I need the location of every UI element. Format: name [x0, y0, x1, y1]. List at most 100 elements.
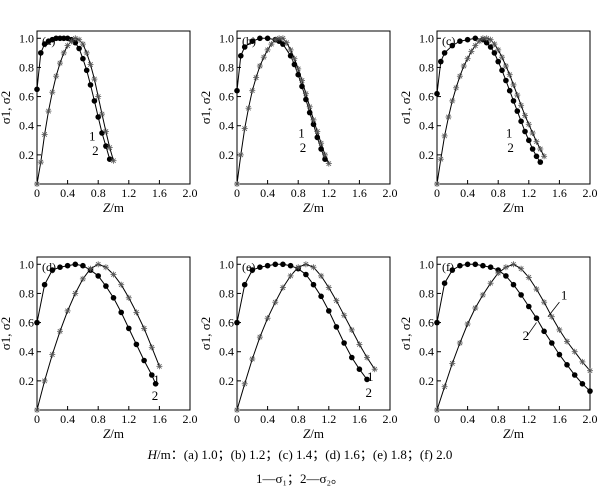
series-2-point: [541, 299, 548, 306]
series-1-point: [133, 341, 140, 348]
series-1-point: [529, 146, 536, 152]
series-1-point: [318, 293, 324, 300]
series-1-point: [34, 319, 40, 326]
series-2-point: [364, 354, 370, 361]
y-tick-label: 0.4: [219, 345, 234, 359]
y-tick-label: 0.8: [219, 60, 234, 74]
series-1-point: [64, 262, 71, 269]
series-2-point: [449, 97, 456, 104]
curve-label-1: 1: [367, 369, 374, 384]
series-1-point: [110, 295, 117, 301]
series-1-point: [249, 267, 256, 273]
x-tick-label: 1.6: [552, 412, 567, 426]
series-2-point: [556, 326, 563, 333]
series-2-point: [283, 39, 290, 46]
x-tick-label: 0.4: [260, 186, 275, 200]
y-tick-label: 0.6: [419, 316, 434, 330]
series-2-point: [356, 341, 363, 348]
series-1-point: [103, 283, 109, 289]
series-1-point: [91, 98, 98, 104]
y-tick-label: 0.4: [19, 119, 34, 133]
series-1-point: [564, 362, 570, 368]
x-tick-label: 0.8: [91, 412, 106, 426]
x-tick-label: 1.6: [152, 412, 167, 426]
x-tick-label: 1.2: [521, 412, 536, 426]
series-2-point: [518, 102, 525, 109]
series-2-point: [348, 326, 355, 333]
series-2-point: [495, 46, 502, 53]
series-2-point: [325, 160, 332, 167]
series-1-point: [287, 262, 294, 269]
x-axis-title: Z/m: [103, 200, 124, 215]
series-2-point: [472, 42, 479, 49]
caption-h-symbol: H: [147, 447, 158, 462]
series-1-point: [95, 273, 101, 279]
series-2-point: [264, 315, 271, 322]
series-1-point: [241, 281, 248, 288]
series-1-point: [326, 308, 332, 314]
series-2-point: [302, 261, 309, 268]
series-1-point: [80, 55, 86, 62]
series-1-point: [249, 38, 256, 44]
series-2-point: [291, 55, 298, 62]
series-2-point: [299, 77, 305, 84]
y-tick-label: 1.0: [219, 31, 234, 45]
series-2-point: [37, 159, 44, 166]
series-2-point: [571, 348, 578, 355]
x-axis-title: Z/m: [303, 200, 324, 215]
x-tick-label: 2.0: [383, 412, 398, 426]
leader-line: [526, 322, 537, 336]
series-2-point: [464, 321, 471, 327]
y-axis-title: σ1, σ2: [198, 91, 213, 125]
series-2-point: [522, 112, 528, 119]
series-2-point: [60, 49, 67, 56]
x-tick-label: 0: [234, 186, 240, 200]
series-2-point: [587, 367, 593, 374]
series-2-point: [53, 73, 60, 80]
series-2-point: [241, 380, 248, 387]
series-1-point: [487, 44, 494, 50]
series-2-point: [341, 312, 348, 319]
series-2-line: [236, 37, 330, 185]
series-2-point: [322, 151, 328, 158]
x-tick-label: 0.4: [460, 186, 475, 200]
y-tick-label: 0.2: [419, 148, 434, 162]
series-2-point: [91, 76, 98, 83]
x-tick-label: 1.6: [152, 186, 167, 200]
series-2-point: [256, 334, 263, 341]
series-2-point: [118, 281, 125, 288]
series-1-point: [518, 118, 524, 125]
series-2-point: [249, 356, 256, 362]
series-1-point: [234, 87, 240, 94]
series-2-point: [95, 93, 102, 100]
x-tick-label: 1.2: [121, 186, 136, 200]
series-1-point: [514, 108, 521, 114]
series-1-point: [434, 90, 440, 97]
series-2-point: [506, 71, 513, 78]
series-2-point: [249, 87, 256, 94]
series-1-point: [83, 67, 90, 74]
x-tick-label: 0: [434, 412, 440, 426]
y-tick-label: 1.0: [219, 257, 234, 271]
curve-label-2: 2: [300, 140, 307, 155]
series-2-point: [64, 42, 71, 49]
series-1-point: [441, 50, 448, 56]
series-1-point: [449, 267, 456, 273]
chart-panel: 0 0.4 0.8 1.2 1.6 2.0 0.2 0.4 0.6 0.8 1.0 Z/m σ1, σ2…: [198, 256, 398, 441]
series-1-point: [76, 45, 82, 52]
x-tick-label: 0.8: [291, 186, 306, 200]
x-axis-title: Z/m: [503, 426, 524, 441]
figure-caption-legend: 1—σ₁；2—σ₂。: [255, 471, 345, 486]
x-tick-label: 0: [234, 412, 240, 426]
y-tick-label: 0.8: [419, 60, 434, 74]
series-2-point: [453, 84, 460, 91]
series-1-point: [434, 319, 440, 326]
y-tick-label: 0.6: [219, 90, 234, 104]
y-axis-title: σ1, σ2: [398, 91, 413, 125]
series-1-point: [495, 58, 502, 65]
series-2-point: [537, 146, 544, 152]
series-1-point: [356, 366, 363, 373]
chart-panel: 0 0.4 0.8 1.2 1.6 2.0 0.2 0.4 0.6 0.8 1.0 Z/m σ1, σ2…: [398, 256, 598, 441]
chart-panel: 0 0.4 0.8 1.2 1.6 2.0 0.2 0.4 0.6 0.8 1.0 Z/m σ1, σ2…: [198, 30, 398, 215]
y-axis-title: σ1, σ2: [0, 317, 13, 351]
